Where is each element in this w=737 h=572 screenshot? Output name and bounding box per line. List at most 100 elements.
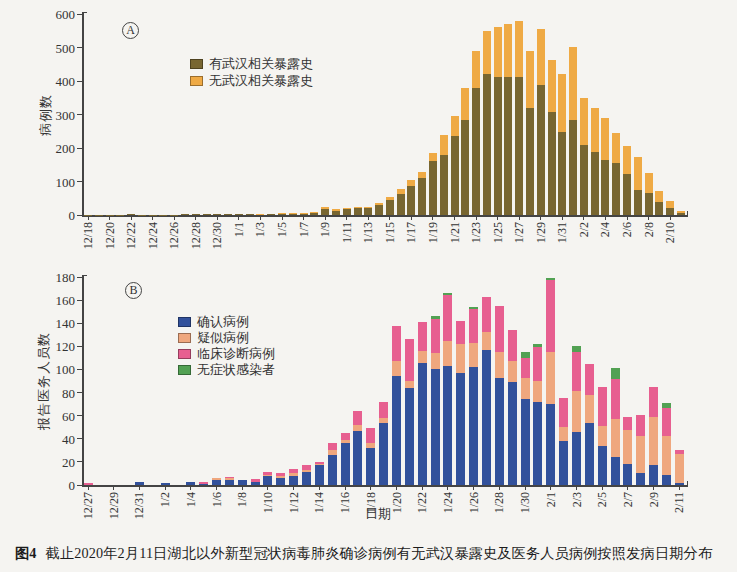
legend-item: 疑似病例: [178, 330, 275, 346]
bar-segment: [276, 476, 285, 478]
bar-segment: [677, 211, 685, 213]
bar-segment: [431, 319, 440, 354]
bar-segment: [289, 214, 297, 215]
bar-segment: [526, 51, 534, 109]
bar-segment: [321, 207, 329, 209]
bar-1/8: [238, 480, 247, 485]
x-tick-label: 1/22: [416, 492, 428, 530]
legend-label: 有武汉相关暴露史: [209, 55, 313, 73]
bar-2/7: [623, 417, 632, 485]
bar-segment: [623, 174, 631, 215]
bar-1/19: [429, 153, 437, 215]
y-tick: [77, 181, 82, 182]
panel-label-A: A: [122, 22, 139, 39]
bar-1/10: [332, 209, 340, 215]
bar-segment: [418, 172, 426, 178]
bar-segment: [662, 475, 671, 485]
bar-1/16: [341, 433, 350, 485]
bar-segment: [443, 295, 452, 340]
legend-swatch-icon: [178, 333, 191, 343]
bar-segment: [392, 361, 401, 376]
bar-segment: [276, 473, 285, 475]
bar-segment: [623, 430, 632, 465]
x-tick: [562, 216, 563, 220]
bar-segment: [429, 161, 437, 215]
bar-segment: [379, 423, 388, 485]
bar-12/27: [84, 483, 93, 485]
x-tick: [195, 216, 196, 220]
x-tick: [368, 216, 369, 220]
bar-segment: [366, 428, 375, 443]
bar-segment: [572, 346, 581, 352]
bar-segment: [662, 436, 671, 474]
x-tick: [109, 216, 110, 220]
bar-segment: [397, 194, 405, 215]
bar-segment: [533, 347, 542, 381]
bar-segment: [548, 112, 556, 215]
bar-segment: [278, 214, 286, 215]
bar-segment: [224, 214, 232, 215]
x-tick-label: 1/27: [513, 222, 525, 260]
bar-1/11: [276, 473, 285, 485]
bar-segment: [181, 214, 189, 215]
bar-2/5: [612, 133, 620, 215]
bar-segment: [546, 352, 555, 404]
x-tick-label: 1/5: [276, 222, 288, 260]
y-tick: [77, 300, 82, 301]
x-tick-label: 1/21: [449, 222, 461, 260]
bar-1/21: [405, 339, 414, 485]
x-tick-label: 2/9: [648, 492, 660, 530]
bar-segment: [451, 136, 459, 215]
bar-1/21: [451, 116, 459, 215]
bar-1/20: [440, 135, 448, 215]
y-tick: [77, 114, 82, 115]
bar-segment: [598, 387, 607, 426]
bar-segment: [461, 120, 469, 215]
bar-segment: [392, 326, 401, 362]
bar-1/12: [289, 469, 298, 485]
bar-segment: [515, 21, 523, 77]
bar-segment: [598, 426, 607, 446]
bar-segment: [508, 330, 517, 361]
x-tick: [653, 486, 654, 490]
bar-segment: [469, 309, 478, 343]
x-axis-cap: [687, 481, 688, 485]
bar-segment: [364, 207, 372, 208]
x-tick-label: 1/19: [427, 222, 439, 260]
bar-segment: [634, 190, 642, 215]
bar-segment: [495, 352, 504, 377]
bar-1/12: [354, 207, 362, 215]
x-tick: [605, 216, 606, 220]
x-tick: [519, 216, 520, 220]
bar-1/18: [418, 172, 426, 215]
bar-segment: [634, 157, 642, 190]
bar-segment: [397, 189, 405, 194]
x-tick-label: 1/13: [362, 222, 374, 260]
bar-12/31: [135, 482, 144, 485]
x-tick: [422, 486, 423, 490]
bar-segment: [263, 472, 272, 474]
legend-swatch-icon: [190, 59, 203, 69]
x-tick: [396, 486, 397, 490]
bar-1/13: [302, 465, 311, 485]
x-tick: [165, 486, 166, 490]
x-tick: [473, 486, 474, 490]
x-tick: [174, 216, 175, 220]
x-tick: [88, 216, 89, 220]
y-axis-cap: [83, 275, 87, 276]
bar-segment: [494, 27, 502, 77]
y-tick: [77, 392, 82, 393]
x-tick-label: 1/6: [211, 492, 223, 530]
bar-segment: [407, 186, 415, 215]
bar-1/22: [461, 88, 469, 215]
bar-segment: [655, 202, 663, 215]
bar-2/8: [636, 415, 645, 485]
x-tick-label: 1/9: [319, 222, 331, 260]
x-tick-label: 1/14: [313, 492, 325, 530]
bar-segment: [289, 476, 298, 485]
bar-segment: [364, 208, 372, 215]
bar-1/25: [494, 27, 502, 215]
panel-b: 02040608010012014016018012/2712/2912/311…: [0, 263, 737, 535]
x-tick: [190, 486, 191, 490]
bar-segment: [456, 321, 465, 344]
